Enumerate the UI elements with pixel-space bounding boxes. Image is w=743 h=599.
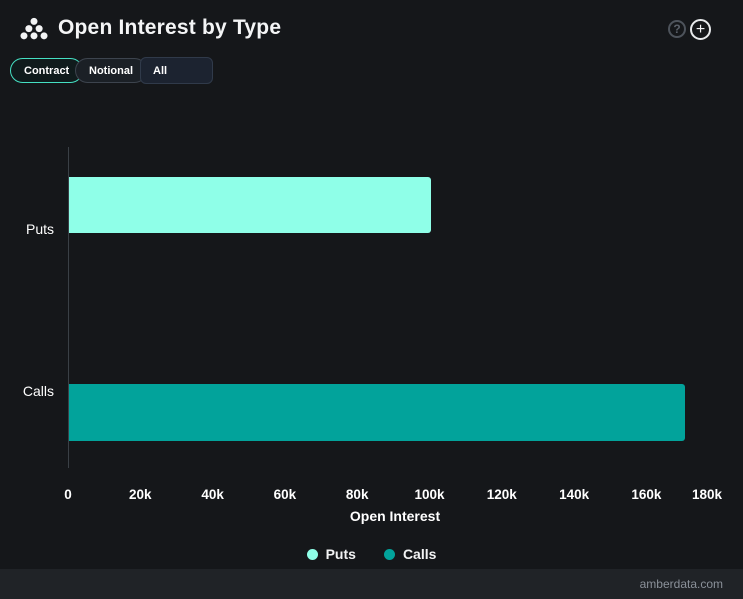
y-category-label: Puts (25, 221, 54, 237)
page-title: Open Interest by Type (58, 16, 282, 39)
legend-label: Calls (402, 546, 437, 562)
legend-item-calls[interactable]: Calls (383, 546, 437, 562)
x-tick-label: 140k (559, 487, 590, 502)
watermark: amberdata.com (639, 577, 723, 591)
x-tick-label: 160k (631, 487, 662, 502)
chart-legend: Puts Calls (0, 546, 743, 562)
x-axis-title: Open Interest (349, 508, 441, 524)
bar-puts[interactable] (69, 177, 431, 233)
x-tick-label: 60k (273, 487, 297, 502)
x-tick-label: 0 (64, 487, 72, 502)
y-category-label: Calls (22, 383, 54, 399)
legend-item-puts[interactable]: Puts (306, 546, 356, 562)
y-axis-line (68, 147, 69, 468)
add-button[interactable]: + (690, 19, 711, 40)
cluster-dots-icon (20, 16, 48, 44)
filter-dropdown[interactable]: All (140, 57, 213, 84)
x-tick-label: 180k (691, 487, 723, 502)
bar-calls[interactable] (69, 384, 686, 441)
legend-label: Puts (325, 546, 356, 562)
x-tick-label: 120k (486, 487, 517, 502)
x-tick-label: 100k (414, 487, 445, 502)
help-button[interactable]: ? (668, 20, 686, 38)
x-tick-label: 80k (345, 487, 369, 502)
x-tick-label: 20k (129, 487, 152, 502)
contract-toggle-button[interactable]: Contract (10, 58, 84, 83)
legend-marker-icon (306, 548, 318, 560)
legend-marker-icon (383, 548, 395, 560)
footer-bar: amberdata.com (0, 569, 743, 599)
x-tick-label: 40k (201, 487, 224, 502)
